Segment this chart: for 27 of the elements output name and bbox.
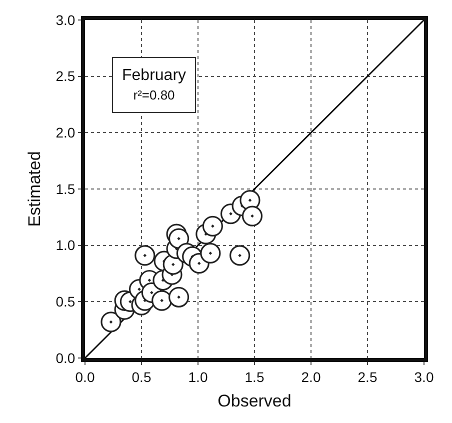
point <box>100 312 122 332</box>
point <box>134 245 156 266</box>
x-tick-label: 2.5 <box>358 368 378 385</box>
point <box>152 290 172 311</box>
y-tick-label: 0.5 <box>56 294 76 310</box>
y-tick-label: 0.0 <box>56 350 76 366</box>
x-tick-label: 0.5 <box>132 368 152 385</box>
y-tick-label: 1.5 <box>56 180 76 197</box>
x-axis-title: Observed <box>218 392 292 411</box>
y-tick-label: 1.0 <box>56 237 76 254</box>
y-axis-title: Estimated <box>24 151 44 227</box>
point <box>200 242 221 264</box>
point <box>202 216 223 236</box>
point <box>230 245 250 266</box>
x-tick-label: 0.0 <box>75 368 95 385</box>
annotation: February <box>122 67 186 84</box>
y-tick-label: 2.5 <box>56 68 76 84</box>
point <box>168 228 190 249</box>
point <box>168 286 190 308</box>
point <box>242 206 263 226</box>
x-tick-label: 2.0 <box>301 368 321 385</box>
x-tick-label: 3.0 <box>414 368 434 385</box>
y-tick-label: 2.0 <box>56 124 76 141</box>
annotation: r²=0.80 <box>133 88 175 102</box>
x-tick-label: 1.5 <box>244 368 264 385</box>
y-tick-label: 3.0 <box>56 12 76 28</box>
x-tick-label: 1.0 <box>188 368 208 385</box>
